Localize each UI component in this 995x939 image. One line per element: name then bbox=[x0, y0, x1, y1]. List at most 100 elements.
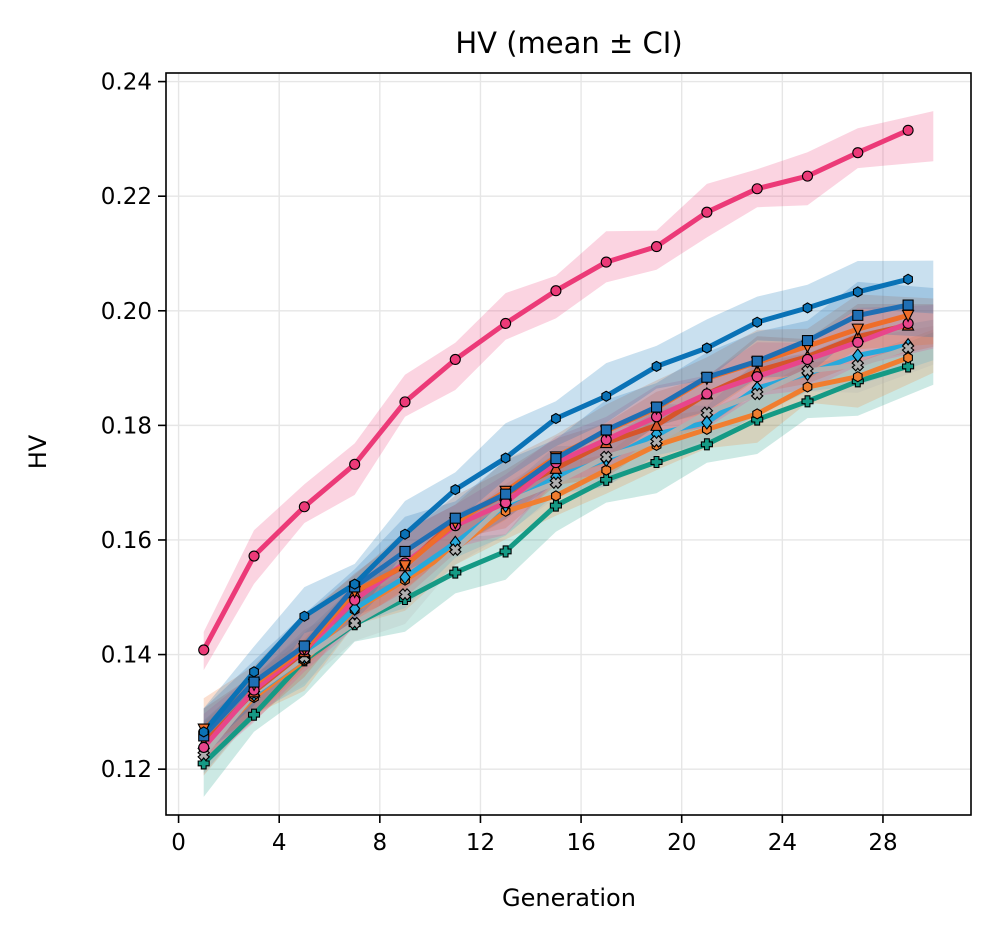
marker-square bbox=[701, 371, 713, 383]
marker-hexagon bbox=[400, 528, 410, 540]
marker-hexagon bbox=[903, 352, 913, 364]
marker-x bbox=[650, 434, 663, 448]
x-tick-label: 16 bbox=[566, 830, 595, 856]
marker-hexagon bbox=[551, 412, 561, 425]
marker-plus bbox=[650, 455, 663, 469]
marker-plus bbox=[600, 473, 613, 486]
y-tick-label: 0.16 bbox=[101, 528, 152, 554]
marker-triangle-up bbox=[650, 418, 663, 431]
x-tick-label: 28 bbox=[868, 830, 897, 856]
marker-hexagon bbox=[852, 371, 863, 383]
marker-diamond bbox=[399, 569, 411, 585]
marker-x bbox=[448, 543, 462, 557]
marker-circle bbox=[198, 644, 210, 656]
marker-x bbox=[901, 341, 915, 355]
series-6-magenta-circle-ci-band bbox=[203, 305, 934, 766]
marker-circle bbox=[600, 256, 612, 268]
y-tick-label: 0.12 bbox=[101, 757, 152, 783]
marker-circle bbox=[701, 206, 713, 218]
marker-circle bbox=[751, 371, 763, 383]
series-5-red-triangle-up-ci-band bbox=[203, 304, 934, 764]
marker-hexagon bbox=[450, 483, 461, 496]
marker-hexagon bbox=[299, 610, 310, 622]
marker-circle bbox=[248, 550, 260, 562]
marker-plus bbox=[197, 757, 210, 770]
plot-area-frame bbox=[165, 72, 972, 816]
marker-x bbox=[348, 616, 362, 630]
marker-circle bbox=[751, 183, 763, 195]
x-tick-label: 4 bbox=[272, 830, 287, 856]
series-1-green-plus-ci-band bbox=[203, 332, 934, 797]
x-axis-ticks: 0 4 8 12 16 20 24 28 bbox=[171, 815, 898, 856]
marker-triangle-down bbox=[398, 560, 412, 573]
x-tick-label: 0 bbox=[171, 830, 186, 856]
y-tick-label: 0.24 bbox=[101, 70, 152, 96]
marker-square bbox=[852, 309, 864, 321]
marker-diamond bbox=[701, 415, 713, 430]
marker-square bbox=[550, 453, 562, 465]
marker-circle bbox=[801, 353, 814, 366]
marker-square bbox=[248, 676, 260, 688]
marker-triangle-down bbox=[851, 323, 865, 337]
marker-x bbox=[700, 406, 714, 420]
marker-circle bbox=[701, 388, 713, 400]
marker-x bbox=[398, 587, 412, 601]
marker-hexagon bbox=[701, 342, 712, 354]
marker-hexagon bbox=[249, 666, 259, 678]
marker-x bbox=[549, 476, 563, 490]
marker-x bbox=[851, 358, 865, 372]
marker-circle bbox=[399, 396, 411, 408]
marker-circle bbox=[650, 241, 663, 253]
y-tick-label: 0.22 bbox=[101, 184, 152, 210]
y-tick-label: 0.20 bbox=[101, 299, 152, 325]
marker-hexagon bbox=[651, 360, 662, 373]
marker-circle bbox=[550, 285, 562, 297]
marker-circle bbox=[349, 458, 361, 470]
x-tick-label: 12 bbox=[466, 830, 495, 856]
x-axis-label: Generation bbox=[502, 884, 636, 912]
marker-hexagon bbox=[752, 408, 763, 420]
marker-plus bbox=[902, 360, 915, 373]
marker-hexagon bbox=[752, 316, 763, 328]
marker-plus bbox=[700, 438, 713, 451]
series-2-orange-hexagon-ci-band bbox=[203, 329, 934, 776]
marker-circle bbox=[801, 170, 814, 182]
marker-plus bbox=[449, 566, 462, 579]
marker-hexagon bbox=[551, 490, 561, 502]
y-tick-label: 0.14 bbox=[101, 643, 152, 669]
marker-circle bbox=[449, 353, 461, 366]
marker-square bbox=[600, 424, 612, 436]
marker-plus bbox=[549, 499, 562, 512]
series-markers bbox=[197, 124, 915, 770]
marker-square bbox=[298, 640, 310, 652]
marker-square bbox=[500, 488, 512, 500]
marker-square bbox=[650, 401, 663, 413]
marker-hexagon bbox=[903, 273, 913, 285]
marker-diamond bbox=[348, 601, 361, 617]
marker-hexagon bbox=[802, 302, 813, 314]
chart-title: HV (mean ± CI) bbox=[455, 26, 682, 60]
marker-circle bbox=[198, 741, 210, 753]
marker-hexagon bbox=[198, 726, 209, 738]
y-tick-label: 0.18 bbox=[101, 413, 152, 439]
marker-circle bbox=[852, 147, 864, 159]
series-10-pink-circle-ci-band bbox=[203, 111, 934, 671]
marker-x bbox=[801, 364, 814, 378]
marker-circle bbox=[500, 317, 512, 329]
marker-hexagon bbox=[601, 390, 612, 402]
x-tick-label: 20 bbox=[667, 830, 696, 856]
marker-circle bbox=[298, 501, 310, 513]
marker-circle bbox=[902, 124, 914, 136]
marker-square bbox=[399, 545, 411, 557]
marker-square bbox=[449, 512, 461, 524]
marker-square bbox=[751, 355, 763, 367]
x-tick-label: 24 bbox=[768, 830, 797, 856]
marker-hexagon bbox=[802, 381, 813, 393]
marker-plus bbox=[499, 545, 512, 558]
marker-hexagon bbox=[500, 452, 511, 464]
marker-hexagon bbox=[349, 578, 360, 590]
marker-plus bbox=[801, 395, 814, 408]
y-axis-ticks: 0.12 0.14 0.16 0.18 0.20 0.22 0.24 bbox=[101, 70, 166, 783]
marker-circle bbox=[852, 336, 864, 348]
